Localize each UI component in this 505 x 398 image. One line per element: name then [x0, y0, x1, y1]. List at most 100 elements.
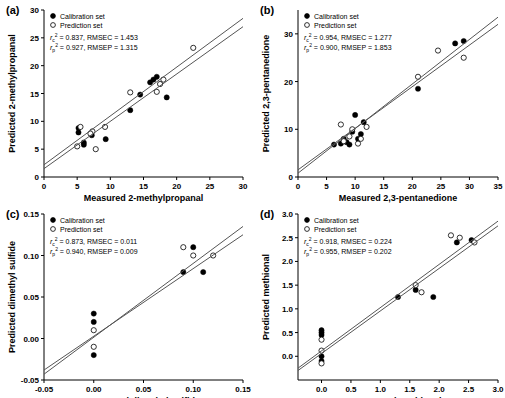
y-tick [295, 214, 298, 215]
y-tick-label: 2.5 [282, 234, 294, 243]
annotation-text: = 0.873, RMSEC = 0.011 [58, 238, 138, 245]
x-tick-label: 35 [494, 182, 503, 191]
y-label: Predicted 2-methylpropanal [7, 34, 17, 153]
y-tick-label: 0.0 [282, 352, 294, 361]
point [154, 74, 159, 79]
annotation: rc2 = 0.918, RMSEC = 0.224 [304, 236, 392, 247]
panel-label: (d) [260, 208, 274, 220]
annotation-text: = 0.954, RMSEC = 1.277 [312, 34, 392, 41]
point [358, 136, 363, 141]
plot-area [44, 18, 243, 168]
x-tick [143, 177, 144, 180]
point [415, 86, 420, 91]
x-tick-label: 2.5 [463, 385, 475, 394]
annotation-text: = 0.837, RMSEC = 1.453 [58, 34, 138, 41]
y-tick [295, 33, 298, 34]
y-tick [41, 380, 44, 381]
legend-marker [305, 14, 310, 19]
y-tick [41, 177, 44, 178]
point [457, 235, 462, 240]
point [347, 142, 352, 147]
fit-line [44, 18, 243, 164]
point [93, 147, 98, 152]
x-tick-label: 0.15 [235, 385, 251, 394]
x-tick-label: 10 [351, 182, 360, 191]
x-tick [498, 177, 499, 180]
fit-line [298, 17, 498, 173]
x-tick [350, 380, 351, 383]
fit-line [298, 221, 498, 368]
x-tick [321, 380, 322, 383]
y-tick [295, 356, 298, 357]
x-tick-label: 15 [139, 182, 148, 191]
x-tick-label: -0.05 [35, 385, 54, 394]
x-tick-label: 0.5 [345, 385, 357, 394]
point [103, 137, 108, 142]
y-tick [41, 149, 44, 150]
x-tick [243, 177, 244, 180]
legend-label: Prediction set [60, 226, 102, 233]
panel-label: (c) [6, 208, 20, 220]
legend-marker [51, 227, 56, 232]
y-tick [41, 214, 44, 215]
point [181, 245, 186, 250]
y-tick [41, 10, 44, 11]
y-tick-label: 5 [35, 145, 40, 154]
legend-label: Calibration set [314, 13, 359, 20]
point [91, 344, 96, 349]
panel: -0.050.000.050.100.15-0.050.000.050.100.… [6, 208, 251, 398]
point [201, 270, 206, 275]
y-tick [295, 129, 298, 130]
y-tick [41, 37, 44, 38]
legend-label: Prediction set [314, 22, 356, 29]
annotation: rp2 = 0.940, RMSEP = 0.009 [50, 246, 138, 257]
y-tick-label: 30 [284, 30, 293, 39]
y-tick-label: 0.5 [282, 329, 294, 338]
legend-label: Prediction set [60, 22, 102, 29]
y-tick [41, 93, 44, 94]
y-tick-label: 0.00 [23, 335, 39, 344]
x-tick [110, 177, 111, 180]
y-tick-label: 20 [30, 62, 39, 71]
point [91, 328, 96, 333]
x-tick-label: 0.05 [136, 385, 152, 394]
point [91, 353, 96, 358]
point [319, 337, 324, 342]
point [448, 233, 453, 238]
legend-marker [305, 227, 310, 232]
point [338, 122, 343, 127]
x-tick [498, 380, 499, 383]
x-tick [439, 380, 440, 383]
annotation: rc2 = 0.954, RMSEC = 1.277 [304, 32, 392, 43]
point [81, 142, 86, 147]
x-tick-label: 25 [205, 182, 214, 191]
y-tick [41, 255, 44, 256]
y-tick [295, 332, 298, 333]
y-tick-label: 0 [289, 173, 294, 182]
y-tick-label: 2.0 [282, 257, 294, 266]
x-tick [176, 177, 177, 180]
x-axis [298, 380, 498, 381]
x-tick-label: 5 [75, 182, 80, 191]
x-tick [468, 380, 469, 383]
y-tick [295, 308, 298, 309]
point [364, 124, 369, 129]
point [164, 95, 169, 100]
fit-line [298, 226, 498, 371]
fit-line [44, 226, 243, 374]
x-tick-label: 1.0 [375, 385, 387, 394]
point [191, 253, 196, 258]
point [453, 41, 458, 46]
y-tick [295, 81, 298, 82]
x-tick-label: 30 [465, 182, 474, 191]
x-tick-label: 30 [239, 182, 248, 191]
y-tick-label: 0.05 [23, 293, 39, 302]
x-tick [355, 177, 356, 180]
point [353, 112, 358, 117]
legend-marker [51, 14, 56, 19]
y-axis [298, 10, 299, 177]
x-tick [209, 177, 210, 180]
y-tick-label: -0.05 [21, 376, 40, 385]
y-tick-label: 1.5 [282, 281, 294, 290]
y-axis [298, 214, 299, 380]
